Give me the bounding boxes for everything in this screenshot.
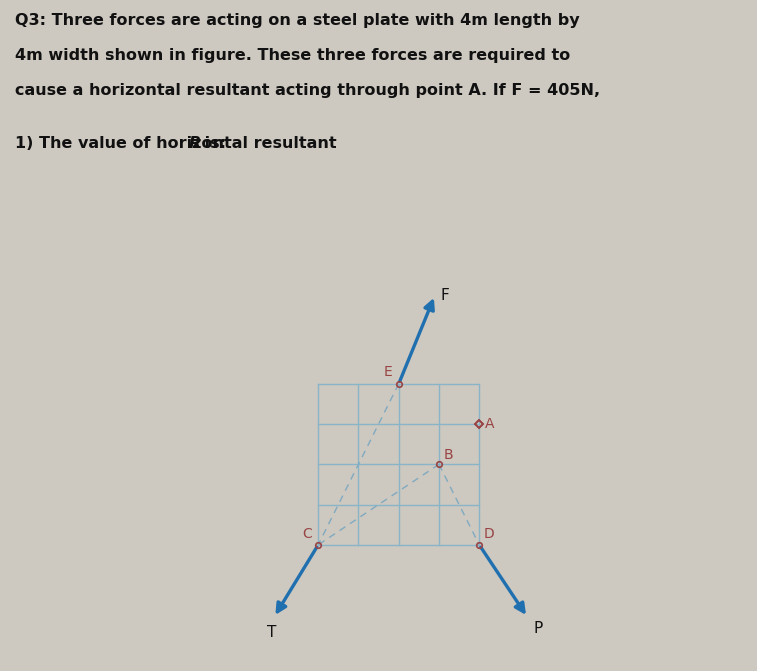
Text: T: T — [267, 625, 276, 639]
Text: F: F — [441, 288, 450, 303]
Text: Q3: Three forces are acting on a steel plate with 4m length by: Q3: Three forces are acting on a steel p… — [15, 13, 580, 28]
Text: 4m width shown in figure. These three forces are required to: 4m width shown in figure. These three fo… — [15, 48, 570, 63]
Text: D: D — [484, 527, 495, 541]
Text: cause a horizontal resultant acting through point A. If F = 405N,: cause a horizontal resultant acting thro… — [15, 83, 600, 98]
Text: 1) The value of horizontal resultant: 1) The value of horizontal resultant — [15, 136, 342, 150]
Text: B: B — [444, 448, 453, 462]
Text: A: A — [485, 417, 495, 431]
Text: is:: is: — [198, 136, 226, 150]
Text: E: E — [384, 365, 393, 379]
Text: R: R — [188, 136, 201, 150]
Text: P: P — [534, 621, 543, 636]
Text: C: C — [302, 527, 312, 541]
